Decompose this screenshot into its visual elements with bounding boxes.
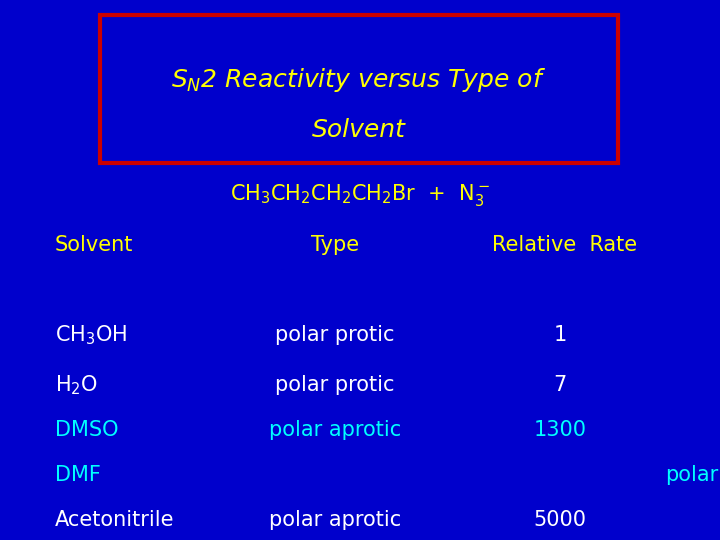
Text: 1: 1 [554,325,567,345]
Text: H$_2$O: H$_2$O [55,373,98,397]
Text: CH$_3$CH$_2$CH$_2$CH$_2$Br  +  N$_3^-$: CH$_3$CH$_2$CH$_2$CH$_2$Br + N$_3^-$ [230,182,490,208]
Text: polar protic: polar protic [275,375,395,395]
Text: polar aprotic: polar aprotic [269,420,401,440]
Text: 1300: 1300 [534,420,587,440]
Text: Relative  Rate: Relative Rate [492,235,638,255]
Text: CH$_3$OH: CH$_3$OH [55,323,127,347]
Text: DMF: DMF [55,465,101,485]
Text: polar protic: polar protic [275,325,395,345]
Text: polar aprotic: polar aprotic [269,510,401,530]
Text: 7: 7 [554,375,567,395]
Text: Solvent: Solvent [55,235,133,255]
Text: DMSO: DMSO [55,420,119,440]
Text: $S_N$2 Reactivity versus Type of: $S_N$2 Reactivity versus Type of [171,66,546,94]
Text: polar: polar [665,465,718,485]
Text: 5000: 5000 [534,510,587,530]
FancyBboxPatch shape [100,15,618,163]
Text: Solvent: Solvent [312,118,406,142]
Text: Type: Type [311,235,359,255]
Text: Acetonitrile: Acetonitrile [55,510,174,530]
